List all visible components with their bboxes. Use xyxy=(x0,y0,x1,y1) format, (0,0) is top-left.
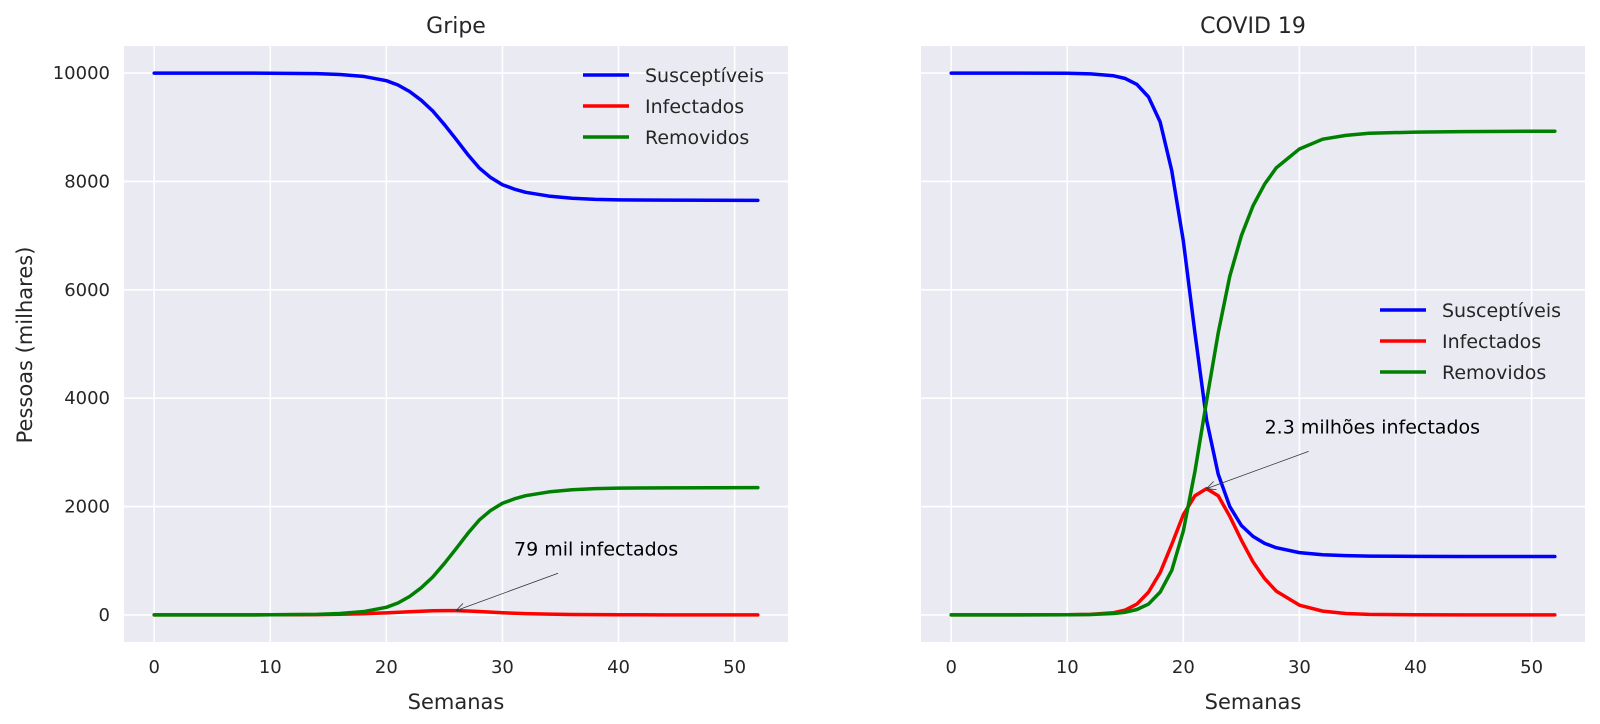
chart-covid19: 0 10 20 30 40 50 COVID 19 Semanas 2.3 milhões in… xyxy=(921,14,1585,714)
legend-label: Removidos xyxy=(1442,362,1546,384)
x-tick-label: 10 xyxy=(1056,657,1079,678)
chart-gripe: 0 10 20 30 40 50 0 2000 4000 6000 8000 10000 Gripe Se… xyxy=(53,14,788,714)
legend-label: Infectados xyxy=(645,96,744,118)
y-tick-label: 8000 xyxy=(64,171,110,192)
x-tick-label: 10 xyxy=(259,657,282,678)
legend: Susceptíveis Infectados Removidos xyxy=(583,65,764,149)
annotation-arrow xyxy=(1206,451,1309,490)
x-tick-label: 40 xyxy=(607,657,630,678)
annotation-text: 79 mil infectados xyxy=(514,538,678,560)
annotation-arrow xyxy=(455,572,559,612)
plot-area xyxy=(124,46,788,642)
x-tick-label: 30 xyxy=(1288,657,1311,678)
chart-title: Gripe xyxy=(426,14,486,39)
y-tick-label: 10000 xyxy=(53,63,110,84)
annotation-arrowhead xyxy=(455,603,466,613)
x-tick-label: 50 xyxy=(723,657,746,678)
annotation-text: 2.3 milhões infectados xyxy=(1265,416,1480,438)
series-line-s xyxy=(152,71,760,203)
x-axis-label: Semanas xyxy=(408,690,505,714)
x-tick-label: 40 xyxy=(1404,657,1427,678)
legend-label: Susceptíveis xyxy=(1442,300,1561,322)
plot-area xyxy=(921,46,1585,642)
y-tick-label: 0 xyxy=(99,605,110,626)
y-tick-label: 6000 xyxy=(64,280,110,301)
annotation-arrowhead xyxy=(1205,481,1217,491)
x-tick-label: 50 xyxy=(1520,657,1543,678)
x-tick-label: 20 xyxy=(1172,657,1195,678)
legend-label: Removidos xyxy=(645,127,749,149)
chart-title: COVID 19 xyxy=(1200,14,1306,39)
series-line-r xyxy=(152,485,760,617)
x-tick-label: 30 xyxy=(491,657,514,678)
legend: Susceptíveis Infectados Removidos xyxy=(1380,300,1561,384)
x-tick-label: 0 xyxy=(148,657,159,678)
x-tick-label: 0 xyxy=(945,657,956,678)
y-tick-label: 2000 xyxy=(64,497,110,518)
legend-label: Infectados xyxy=(1442,331,1541,353)
series-line-i xyxy=(949,486,1557,617)
x-tick-label: 20 xyxy=(375,657,398,678)
series-line-s xyxy=(949,71,1557,559)
x-axis-label: Semanas xyxy=(1205,690,1302,714)
legend-label: Susceptíveis xyxy=(645,65,764,87)
y-tick-label: 4000 xyxy=(64,388,110,409)
y-axis-label: Pessoas (milhares) xyxy=(13,247,37,444)
series-line-r xyxy=(949,129,1557,617)
